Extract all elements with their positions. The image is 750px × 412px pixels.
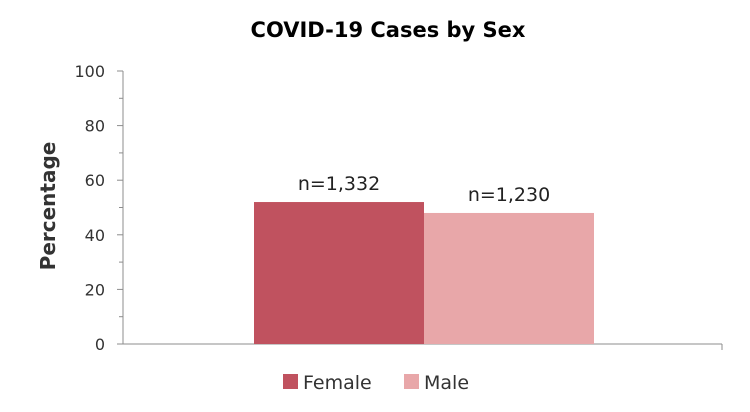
y-tick-label: 100 — [74, 62, 105, 81]
legend: Female Male — [283, 372, 469, 394]
data-label-male: n=1,230 — [468, 184, 550, 206]
legend-swatch-male — [404, 374, 419, 389]
y-axis-label: Percentage — [36, 142, 60, 271]
axes: 0 20 40 60 80 100 — [74, 62, 723, 354]
y-tick-label: 0 — [95, 335, 105, 354]
y-tick-label: 20 — [85, 280, 105, 299]
legend-label-male: Male — [424, 372, 469, 394]
y-tick-label: 60 — [85, 171, 105, 190]
chart-title: COVID-19 Cases by Sex — [251, 18, 526, 42]
bar-male — [424, 212, 594, 344]
data-label-female: n=1,332 — [298, 173, 380, 195]
bars: n=1,332 n=1,230 — [254, 173, 594, 344]
legend-label-female: Female — [303, 372, 372, 394]
y-tick-label: 80 — [85, 117, 105, 136]
legend-swatch-female — [283, 374, 298, 389]
bar-female — [254, 202, 424, 344]
y-tick-label: 40 — [85, 226, 105, 245]
